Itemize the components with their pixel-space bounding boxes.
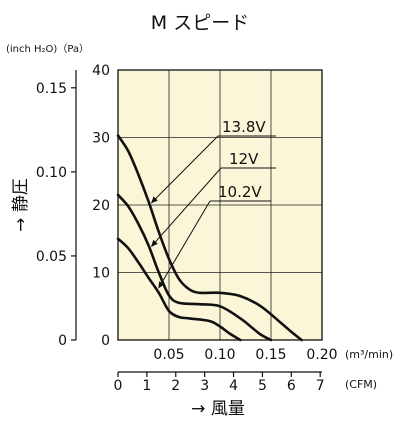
series-callout-arrow	[150, 135, 219, 204]
pa-tick-label: 0	[101, 333, 110, 349]
cfm-tick-label: 7	[316, 378, 325, 394]
inch-tick-label: 0.10	[36, 165, 67, 181]
m3-tick-label: 0.20	[306, 347, 337, 363]
x-axis-label: → 風量	[191, 399, 245, 419]
m3-tick-label: 0.05	[153, 347, 184, 363]
cfm-tick-label: 6	[287, 378, 296, 394]
series-callout-arrow	[158, 200, 211, 289]
cfm-tick-label: 5	[258, 378, 267, 394]
series-label: 13.8V	[222, 118, 266, 136]
inch-axis: 0 0.05 0.10 0.15	[36, 70, 77, 349]
series-layer	[116, 134, 303, 342]
inch-tick-label: 0.15	[36, 81, 67, 97]
pa-tick-label: 10	[92, 266, 110, 282]
inch-tick-label: 0.05	[36, 249, 67, 265]
cfm-tick-label: 0	[114, 378, 123, 394]
y-axis-label: → 静圧	[11, 178, 31, 232]
m3-axis: 0.05 0.10 0.15 0.20	[153, 347, 337, 363]
m3-unit-label: (m³/min)	[345, 348, 393, 361]
cfm-axis: 0 1 2 3 4 5 6 7	[114, 371, 325, 394]
cfm-tick-label: 1	[142, 378, 151, 394]
pa-axis: 0 10 20 30 40	[92, 63, 110, 349]
pa-tick-label: 30	[92, 131, 110, 147]
cfm-tick-label: 4	[229, 378, 238, 394]
inch-tick-label: 0	[58, 333, 67, 349]
plot-frame	[117, 69, 323, 341]
cfm-unit-label: (CFM)	[345, 378, 377, 391]
y-units-label: (inch H₂O)（Pa）	[6, 43, 89, 55]
series-label: 12V	[229, 150, 259, 168]
series-curve	[116, 237, 242, 342]
series-label: 10.2V	[218, 183, 262, 201]
pa-tick-label: 20	[92, 198, 110, 214]
series-callouts: 13.8V 12V 10.2V	[150, 118, 276, 289]
chart-title: M スピード	[151, 12, 249, 34]
series-curve	[116, 134, 303, 342]
series-curve	[116, 193, 273, 342]
cfm-tick-label: 3	[200, 378, 209, 394]
m3-tick-label: 0.10	[204, 347, 235, 363]
m3-tick-label: 0.15	[255, 347, 286, 363]
pa-tick-label: 40	[92, 63, 110, 79]
cfm-tick-label: 2	[171, 378, 180, 394]
grid	[118, 70, 322, 340]
series-callout-arrow	[150, 167, 222, 247]
